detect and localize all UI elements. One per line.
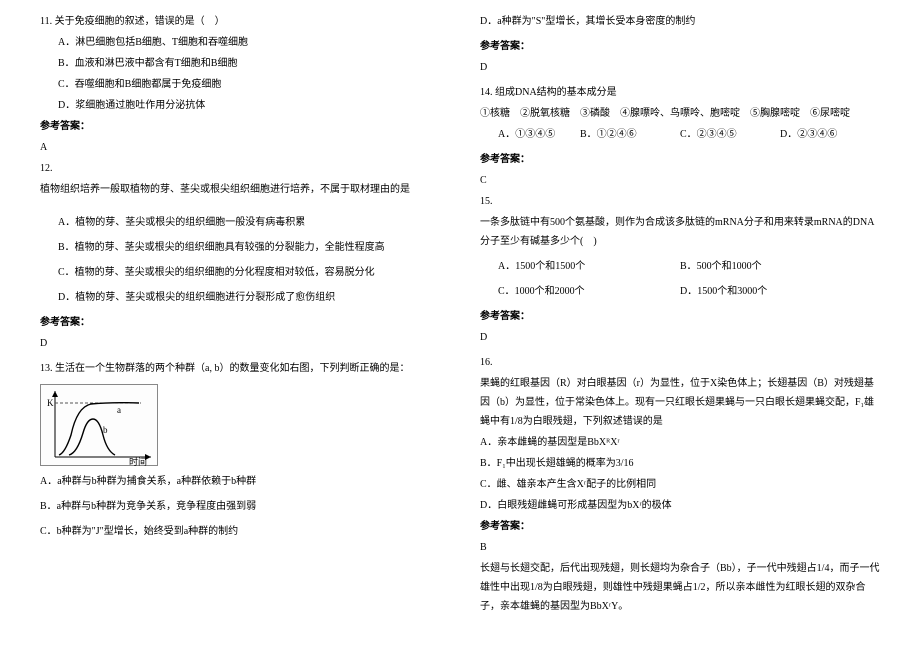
q14-opt-d: D．②③④⑥ <box>780 125 880 144</box>
q11-stem: 11. 关于免疫细胞的叙述，错误的是（ ） <box>40 12 440 31</box>
q13-answer-label: 参考答案： <box>480 37 880 56</box>
q12-opt-a: A．植物的芽、茎尖或根尖的组织细胞一般没有病毒积累 <box>40 213 440 232</box>
q11-opt-d: D．浆细胞通过胞吐作用分泌抗体 <box>40 96 440 115</box>
q16-opt-c: C．雌、雄亲本产生含Xʳ配子的比例相同 <box>480 475 880 494</box>
q11-answer: A <box>40 138 440 157</box>
q11-opt-a: A．淋巴细胞包括B细胞、T细胞和吞噬细胞 <box>40 33 440 52</box>
q12-opt-c: C．植物的芽、茎尖或根尖的组织细胞的分化程度相对较低，容易脱分化 <box>40 263 440 282</box>
q13-opt-c: C．b种群为"J"型增长，始终受到a种群的制约 <box>40 522 440 541</box>
q14-items: ①核糖 ②脱氧核糖 ③磷酸 ④腺嘌呤、鸟嘌呤、胞嘧啶 ⑤胸腺嘧啶 ⑥尿嘧啶 <box>480 104 880 123</box>
q13-graph: K a b 时间 <box>40 384 158 466</box>
q12-opt-d: D．植物的芽、茎尖或根尖的组织细胞进行分裂形成了愈伤组织 <box>40 288 440 307</box>
q15-opt-a: A．1500个和1500个 <box>480 257 680 276</box>
q14-opt-b: B．①②④⑥ <box>580 125 680 144</box>
q16-answer: B <box>480 538 880 557</box>
q12-stem: 植物组织培养一般取植物的芽、茎尖或根尖组织细胞进行培养，不属于取材理由的是 <box>40 180 440 199</box>
right-column: D．a种群为"S"型增长，其增长受本身密度的制约 参考答案： D 14. 组成D… <box>460 12 890 639</box>
q13-opt-b: B．a种群与b种群为竞争关系，竞争程度由强到弱 <box>40 497 440 516</box>
q14-opt-a: A．①③④⑤ <box>480 125 580 144</box>
q12-opt-b: B．植物的芽、茎尖或根尖的组织细胞具有较强的分裂能力，全能性程度高 <box>40 238 440 257</box>
q16-opt-a: A．亲本雌蝇的基因型是BbXᴿXʳ <box>480 433 880 452</box>
q16-num: 16. <box>480 353 880 372</box>
q15-num: 15. <box>480 192 880 211</box>
q11-opt-b: B．血液和淋巴液中都含有T细胞和B细胞 <box>40 54 440 73</box>
q13-stem: 13. 生活在一个生物群落的两个种群（a, b）的数量变化如右图，下列判断正确的… <box>40 359 440 378</box>
q14-opt-c: C．②③④⑤ <box>680 125 780 144</box>
q15-opt-c: C．1000个和2000个 <box>480 282 680 301</box>
q11-opt-c: C．吞噬细胞和B细胞都属于免疫细胞 <box>40 75 440 94</box>
q11-answer-label: 参考答案： <box>40 117 440 136</box>
q13-answer: D <box>480 58 880 77</box>
q16-explanation: 长翅与长翅交配，后代出现残翅，则长翅均为杂合子（Bb），子一代中残翅占1/4，而… <box>480 559 880 616</box>
q14-options: A．①③④⑤ B．①②④⑥ C．②③④⑤ D．②③④⑥ <box>480 125 880 144</box>
q12-num: 12. <box>40 159 440 178</box>
q14-answer-label: 参考答案： <box>480 150 880 169</box>
q15-options-2: C．1000个和2000个 D．1500个和3000个 <box>480 282 880 301</box>
q15-opt-d: D．1500个和3000个 <box>680 282 880 301</box>
q13-opt-a: A．a种群与b种群为捕食关系，a种群依赖于b种群 <box>40 472 440 491</box>
q16-opt-d: D．白眼残翅雌蝇可形成基因型为bXʳ的极体 <box>480 496 880 515</box>
q13-opt-d: D．a种群为"S"型增长，其增长受本身密度的制约 <box>480 12 880 31</box>
q12-answer-label: 参考答案： <box>40 313 440 332</box>
q16-answer-label: 参考答案： <box>480 517 880 536</box>
q15-answer-label: 参考答案： <box>480 307 880 326</box>
graph-a-label: a <box>117 405 121 415</box>
q15-answer: D <box>480 328 880 347</box>
q15-opt-b: B．500个和1000个 <box>680 257 880 276</box>
left-column: 11. 关于免疫细胞的叙述，错误的是（ ） A．淋巴细胞包括B细胞、T细胞和吞噬… <box>30 12 460 639</box>
q16-stem: 果蝇的红眼基因（R）对白眼基因（r）为显性，位于X染色体上；长翅基因（B）对残翅… <box>480 374 880 431</box>
q15-options-1: A．1500个和1500个 B．500个和1000个 <box>480 257 880 276</box>
graph-x-label: 时间 <box>129 456 147 467</box>
q16-opt-b: B．F₁中出现长翅雄蝇的概率为3/16 <box>480 454 880 473</box>
q14-answer: C <box>480 171 880 190</box>
q15-stem: 一条多肽链中有500个氨基酸，则作为合成该多肽链的mRNA分子和用来转录mRNA… <box>480 213 880 251</box>
graph-k-label: K <box>47 398 54 408</box>
q14-stem: 14. 组成DNA结构的基本成分是 <box>480 83 880 102</box>
q12-answer: D <box>40 334 440 353</box>
graph-b-label: b <box>103 425 108 435</box>
